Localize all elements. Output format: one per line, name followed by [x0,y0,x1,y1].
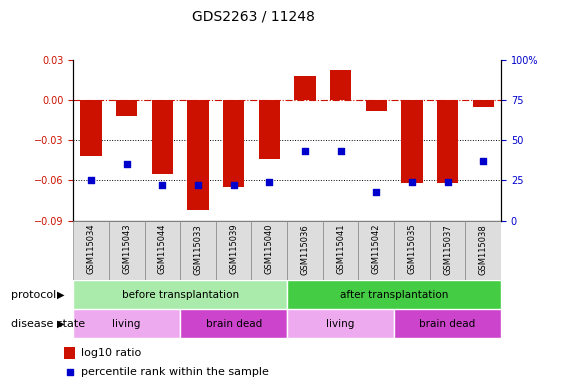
Point [194,182,203,189]
Bar [151,100,173,174]
Text: GSM115044: GSM115044 [158,224,167,274]
Text: GSM115043: GSM115043 [122,224,131,275]
Text: ▶: ▶ [57,290,65,300]
Text: ▶: ▶ [57,318,65,329]
Text: GSM115033: GSM115033 [194,224,203,275]
Point [66,369,75,376]
Bar [437,100,458,183]
Text: log10 ratio: log10 ratio [81,348,141,358]
Bar [394,309,501,338]
Text: GSM115034: GSM115034 [87,224,96,275]
Text: GSM115041: GSM115041 [336,224,345,274]
Bar [359,221,394,280]
Text: percentile rank within the sample: percentile rank within the sample [81,367,269,377]
Bar [287,221,323,280]
Bar [430,221,466,280]
Bar [180,309,287,338]
Text: GSM115036: GSM115036 [301,224,310,275]
Point [265,179,274,185]
Bar [116,100,137,116]
Bar [73,280,287,309]
Bar [287,309,394,338]
Bar [64,347,75,359]
Point [229,182,238,189]
Text: before transplantation: before transplantation [122,290,239,300]
Text: living: living [327,318,355,329]
Bar [401,100,423,183]
Text: GSM115037: GSM115037 [443,224,452,275]
Text: GDS2263 / 11248: GDS2263 / 11248 [192,10,315,23]
Text: brain dead: brain dead [205,318,262,329]
Bar [252,221,287,280]
Bar [73,309,180,338]
Bar [109,221,145,280]
Text: GSM115039: GSM115039 [229,224,238,275]
Point [336,148,345,154]
Bar [180,221,216,280]
Text: brain dead: brain dead [419,318,476,329]
Text: protocol: protocol [11,290,56,300]
Text: after transplantation: after transplantation [340,290,448,300]
Point [479,158,488,164]
Bar [145,221,180,280]
Bar [223,100,244,187]
Point [443,179,452,185]
Bar [466,221,501,280]
Bar [323,221,359,280]
Text: living: living [113,318,141,329]
Bar [216,221,252,280]
Point [408,179,417,185]
Bar [73,221,109,280]
Bar [81,100,102,156]
Bar [394,221,430,280]
Bar [472,100,494,107]
Bar [258,100,280,159]
Point [301,148,310,154]
Point [158,182,167,189]
Text: GSM115038: GSM115038 [479,224,488,275]
Bar [287,280,501,309]
Text: GSM115040: GSM115040 [265,224,274,274]
Text: GSM115042: GSM115042 [372,224,381,274]
Text: GSM115035: GSM115035 [408,224,417,275]
Bar [330,70,351,100]
Bar [365,100,387,111]
Bar [294,76,316,100]
Bar [187,100,209,210]
Point [372,189,381,195]
Text: disease state: disease state [11,318,86,329]
Point [87,177,96,184]
Point [122,161,131,167]
